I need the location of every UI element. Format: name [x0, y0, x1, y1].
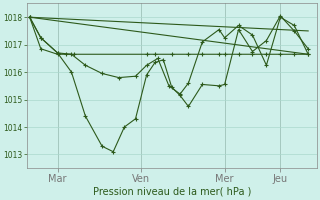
X-axis label: Pression niveau de la mer( hPa ): Pression niveau de la mer( hPa ) — [92, 187, 251, 197]
